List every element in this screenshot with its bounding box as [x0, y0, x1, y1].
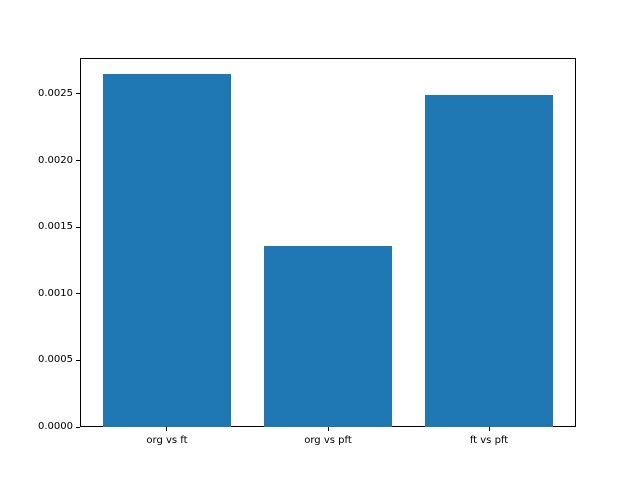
y-tick-label: 0.0010 [38, 287, 73, 299]
bar-org-vs-ft [102, 73, 232, 427]
x-tick-mark [327, 427, 329, 431]
x-tick-mark [166, 427, 168, 431]
x-tick-mark [488, 427, 490, 431]
y-tick-mark [76, 426, 80, 428]
y-tick-mark [76, 359, 80, 361]
y-tick-mark [76, 93, 80, 95]
y-tick-mark [76, 226, 80, 228]
y-tick-label: 0.0015 [38, 221, 73, 233]
bar-ft-vs-pft [424, 95, 554, 427]
y-tick-label: 0.0005 [38, 354, 73, 366]
y-tick-label: 0.0025 [38, 87, 73, 99]
y-tick-mark [76, 160, 80, 162]
y-tick-label: 0.0000 [38, 421, 73, 432]
x-tick-label: org vs pft [304, 435, 352, 446]
bar-org-vs-pft [263, 245, 393, 427]
x-tick-label: org vs ft [146, 435, 188, 446]
y-tick-label: 0.0020 [38, 154, 73, 166]
x-tick-label: ft vs pft [469, 435, 509, 446]
y-tick-mark [76, 293, 80, 295]
